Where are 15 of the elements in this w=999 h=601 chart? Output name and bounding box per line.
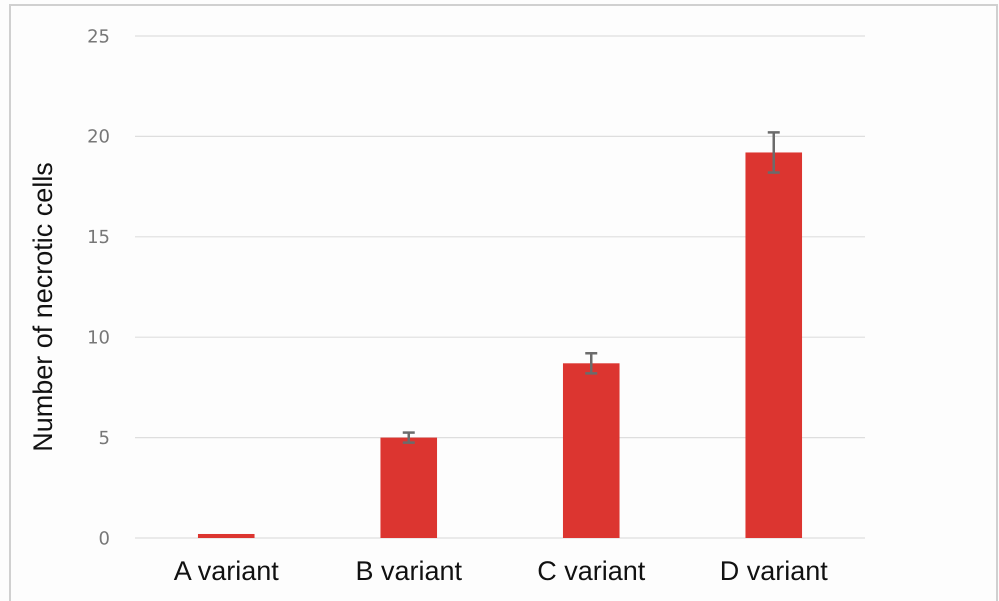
y-tick-label: 5 (98, 428, 110, 449)
bar (198, 534, 255, 538)
x-tick-label: D variant (720, 556, 828, 586)
y-tick-label: 25 (87, 26, 110, 48)
bar (380, 438, 438, 538)
y-tick-label: 15 (87, 227, 110, 248)
y-tick-label: 10 (87, 328, 110, 348)
y-axis-title: Number of necrotic cells (28, 162, 58, 452)
bar (562, 363, 620, 538)
x-tick-label: B variant (355, 556, 463, 586)
y-tick-label: 20 (87, 126, 110, 148)
bar (745, 152, 802, 538)
x-tick-label: A variant (174, 556, 280, 586)
y-tick-label: 0 (98, 528, 110, 550)
x-tick-label: C variant (537, 556, 646, 586)
